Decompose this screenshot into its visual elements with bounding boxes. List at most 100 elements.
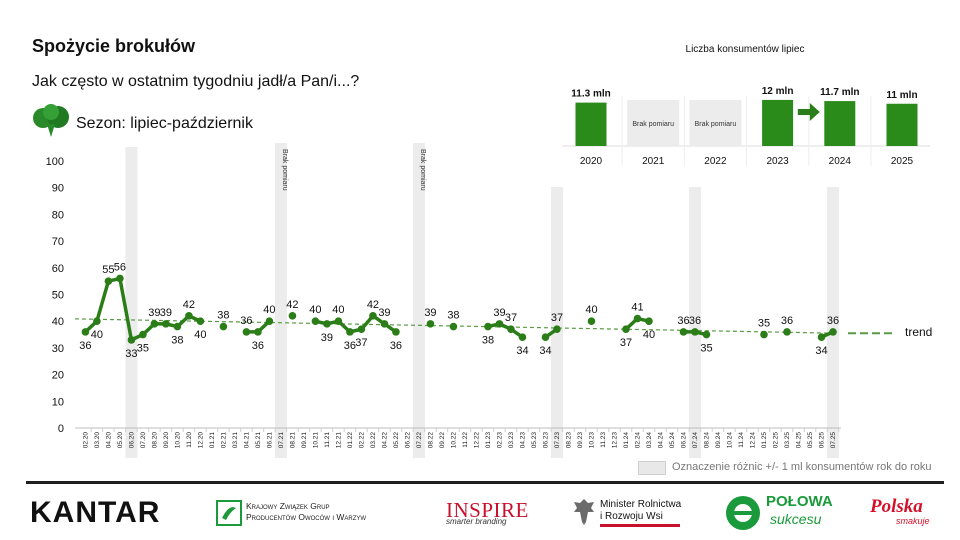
- x-tick-label: 02.23: [496, 432, 503, 449]
- inset-category-label: 2020: [580, 156, 603, 167]
- data-label: 38: [217, 310, 229, 322]
- y-tick-label: 70: [52, 236, 64, 248]
- x-tick-label: 12.21: [335, 432, 342, 449]
- data-point: [219, 322, 228, 331]
- data-point: [783, 328, 791, 336]
- data-point: [357, 325, 366, 334]
- data-point: [380, 320, 389, 328]
- x-tick-label: 04.23: [519, 432, 526, 449]
- x-tick-label: 02.22: [358, 432, 365, 449]
- highlight-band: [550, 187, 563, 458]
- x-tick-label: 10.20: [174, 432, 181, 449]
- x-tick-label: 02.24: [634, 432, 641, 449]
- data-label: 37: [620, 337, 632, 349]
- inset-category-label: 2025: [891, 156, 914, 167]
- inspire-logo: INSPIRE: [446, 498, 529, 522]
- data-point: [323, 320, 331, 328]
- series-line: [487, 322, 524, 339]
- polska-smakuje-logo: Polska: [870, 496, 923, 517]
- data-point: [196, 317, 205, 326]
- data-point: [691, 328, 699, 336]
- legend-text: Oznaczenie różnic +/- 1 ml konsumentów r…: [672, 461, 932, 473]
- x-tick-label: 08.23: [565, 432, 572, 449]
- data-label: 37: [505, 312, 517, 324]
- data-point: [633, 314, 642, 323]
- data-label: 39: [493, 307, 505, 319]
- data-point: [127, 336, 136, 344]
- data-label: 40: [332, 304, 344, 316]
- data-point: [449, 322, 458, 331]
- data-label: 36: [781, 315, 793, 327]
- x-tick-label: 09.20: [163, 432, 170, 449]
- x-tick-label: 07.23: [554, 432, 561, 449]
- highlight-bands: Brak pomiaru Brak pomiaru: [125, 143, 839, 458]
- data-label: 38: [171, 335, 183, 347]
- y-tick-label: 0: [58, 423, 64, 435]
- x-tick-label: 09.24: [715, 432, 722, 449]
- x-tick-label: 06.23: [542, 432, 549, 449]
- x-tick-label: 02.20: [82, 432, 89, 449]
- data-point: [346, 328, 354, 336]
- x-tick-label: 01.21: [209, 432, 216, 449]
- data-label: 40: [585, 304, 597, 316]
- inset-bar: [762, 99, 794, 146]
- data-point: [311, 317, 320, 326]
- broccoli-icon: [33, 104, 69, 137]
- data-label: 39: [424, 307, 436, 319]
- data-point: [334, 317, 343, 326]
- x-tick-label: 07.20: [140, 432, 147, 449]
- y-tick-label: 90: [52, 183, 64, 195]
- legend-swatch: [638, 461, 666, 475]
- x-tick-label: 04.20: [105, 432, 112, 449]
- consumption-chart: Brak pomiaru Brak pomiaru 0 10 20 30 40 50 60 70…: [46, 86, 930, 458]
- inset-category-label: 2022: [704, 156, 727, 167]
- data-point: [242, 328, 251, 336]
- x-tick-label: 07.22: [416, 432, 423, 449]
- x-tick-label: 01.24: [623, 432, 630, 449]
- highlight-band: [125, 147, 138, 458]
- data-point: [702, 330, 711, 339]
- x-tick-label: 12.24: [749, 432, 756, 449]
- x-tick-label: 03.21: [232, 432, 239, 449]
- y-tick-label: 40: [52, 316, 64, 328]
- y-tick-label: 60: [52, 263, 64, 275]
- data-label: 39: [160, 307, 172, 319]
- data-point: [426, 320, 435, 328]
- data-point: [392, 328, 400, 336]
- data-label: 39: [321, 332, 333, 344]
- highlight-band: [688, 187, 701, 458]
- data-point: [760, 330, 768, 339]
- polowa-logo-text: POŁOWA: [766, 493, 833, 510]
- inset-nodata-label: Brak pomiaru: [632, 121, 674, 128]
- inset-bar: [575, 102, 607, 146]
- inset-bar-label: 11.7 mln: [820, 87, 859, 98]
- inset-category-label: 2021: [642, 156, 665, 167]
- arrow-right-icon: [797, 103, 820, 121]
- polowa-sukcesu-icon: [726, 496, 760, 530]
- polowa-logo-subtext: sukcesu: [770, 511, 822, 527]
- data-point: [679, 328, 688, 336]
- x-tick-label: 09.22: [439, 432, 446, 449]
- inset-bar-label: 11 mln: [886, 90, 917, 101]
- x-tick-label: 12.23: [611, 432, 618, 449]
- x-tick-label: 12.20: [197, 432, 204, 449]
- x-tick-label: 05.20: [117, 432, 124, 449]
- polska-smakuje-tagline: smakuje: [896, 516, 930, 526]
- x-tick-label: 04.24: [657, 432, 664, 449]
- data-label: 35: [758, 318, 770, 330]
- data-label: 42: [183, 299, 195, 311]
- x-tick-label: 04.21: [243, 432, 250, 449]
- x-tick-label: 11.24: [738, 432, 745, 448]
- data-label: 33: [125, 348, 137, 360]
- no-measure-label: Brak pomiaru: [419, 149, 426, 191]
- x-tick-label: 11.23: [600, 432, 607, 448]
- x-tick-label: 02.21: [220, 432, 227, 449]
- data-label: 36: [240, 315, 252, 327]
- data-point: [254, 328, 262, 336]
- data-label: 42: [367, 299, 379, 311]
- x-tick-label: 06.21: [266, 432, 273, 449]
- data-label: 35: [137, 343, 149, 355]
- x-tick-label: 08.20: [151, 432, 158, 449]
- x-tick-label: 09.21: [301, 432, 308, 449]
- page-subtitle: Jak często w ostatnim tygodniu jadł/a Pa…: [32, 73, 360, 90]
